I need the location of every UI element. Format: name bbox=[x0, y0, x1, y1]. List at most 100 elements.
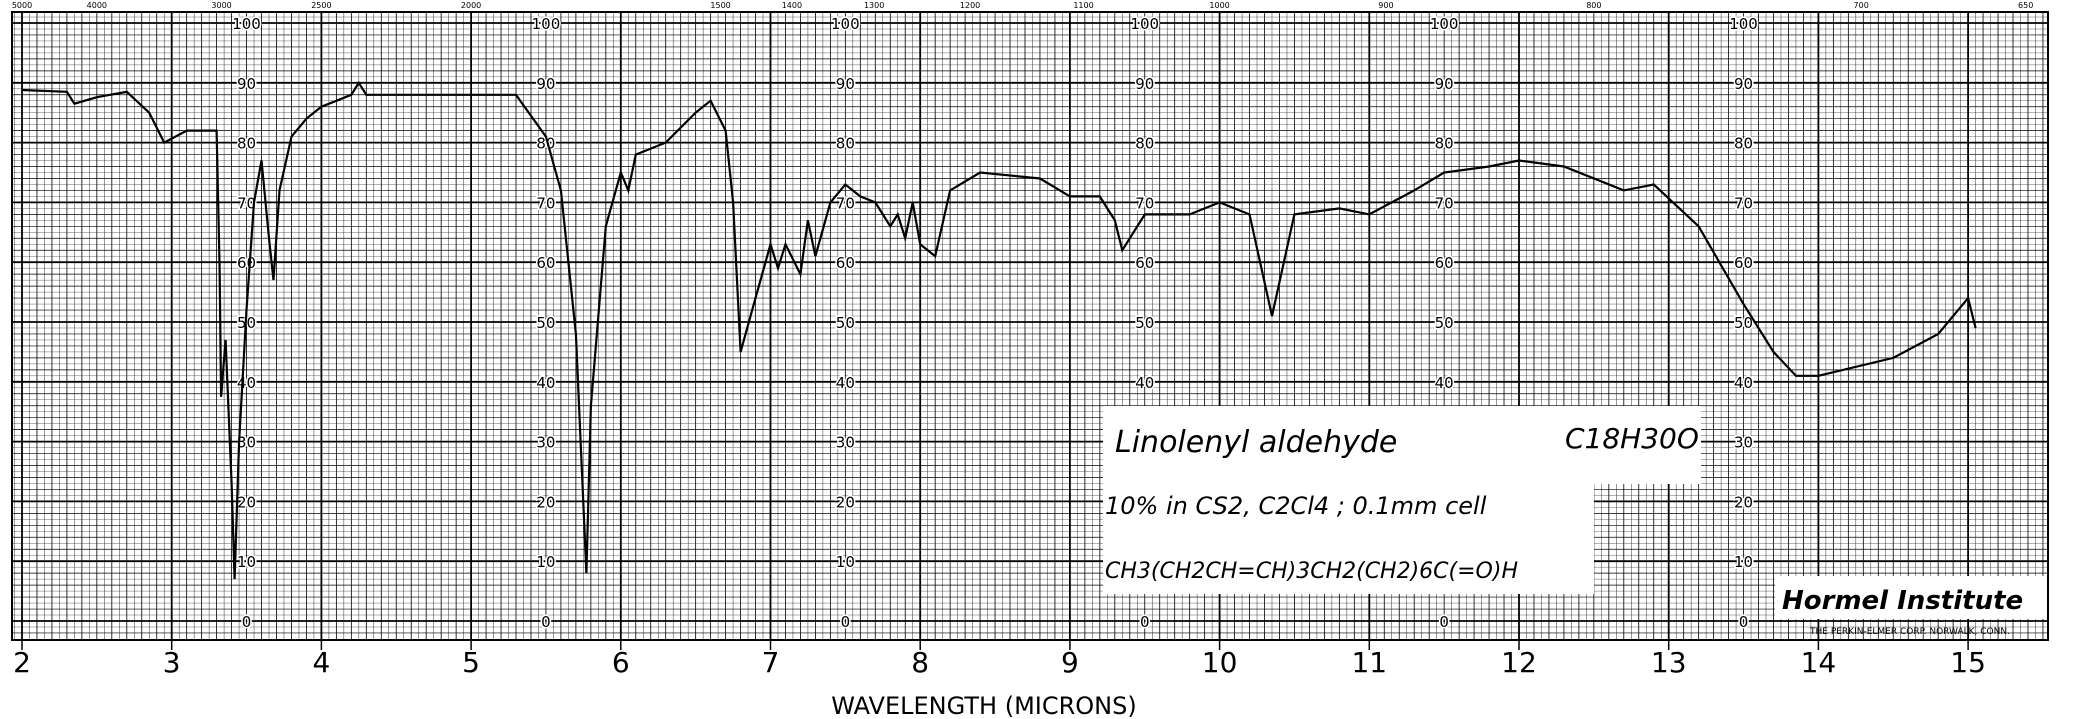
y-tick-label: 20 bbox=[536, 493, 555, 511]
y-tick-label: 100 bbox=[1729, 15, 1758, 33]
y-tick-label: 90 bbox=[1734, 75, 1753, 93]
y-tick-label: 100 bbox=[532, 15, 561, 33]
x-tick-label: 14 bbox=[1801, 646, 1837, 679]
y-tick-label: 20 bbox=[1734, 493, 1753, 511]
y-tick-label: 0 bbox=[242, 613, 252, 631]
x-axis-labels: 2 3 4 5 6 7 8 9 10 11 12 13 14 15 bbox=[13, 640, 1986, 679]
top-tick-label: 650 bbox=[2018, 1, 2033, 10]
y-tick-label: 50 bbox=[536, 314, 555, 332]
x-tick-label: 5 bbox=[462, 646, 480, 679]
y-tick-label: 80 bbox=[836, 135, 855, 153]
y-tick-label: 40 bbox=[536, 374, 555, 392]
top-tick-label: 3000 bbox=[211, 1, 231, 10]
y-tick-label: 60 bbox=[237, 254, 256, 272]
x-axis-title: WAVELENGTH (MICRONS) bbox=[831, 692, 1136, 719]
x-tick-label: 4 bbox=[312, 646, 330, 679]
top-tick-label: 2000 bbox=[461, 1, 481, 10]
x-tick-label: 2 bbox=[13, 646, 31, 679]
top-tick-label: 1400 bbox=[782, 1, 802, 10]
x-tick-label: 9 bbox=[1061, 646, 1079, 679]
top-tick-label: 700 bbox=[1854, 1, 1869, 10]
x-tick-label: 3 bbox=[163, 646, 181, 679]
top-tick-label: 1500 bbox=[710, 1, 730, 10]
y-tick-label: 90 bbox=[836, 75, 855, 93]
y-tick-label: 80 bbox=[237, 135, 256, 153]
paper-maker-credit: THE PERKIN-ELMER CORP. NORWALK, CONN. bbox=[1809, 627, 2010, 637]
x-tick-label: 15 bbox=[1950, 646, 1986, 679]
x-tick-label: 13 bbox=[1651, 646, 1687, 679]
y-tick-label: 0 bbox=[541, 613, 551, 631]
y-tick-label: 40 bbox=[836, 374, 855, 392]
x-tick-label: 7 bbox=[762, 646, 780, 679]
y-tick-label: 30 bbox=[536, 434, 555, 452]
sample-conditions: 10% in CS2, C2Cl4 ; 0.1mm cell bbox=[1105, 492, 1487, 520]
y-tick-label: 100 bbox=[831, 15, 860, 33]
y-tick-label: 40 bbox=[1135, 374, 1154, 392]
y-tick-label: 80 bbox=[1435, 135, 1454, 153]
y-tick-label: 70 bbox=[1435, 194, 1454, 212]
top-tick-label: 800 bbox=[1586, 1, 1601, 10]
y-tick-label: 10 bbox=[536, 553, 555, 571]
y-tick-label: 30 bbox=[1734, 434, 1753, 452]
lab-label-box: Hormel Institute bbox=[1775, 576, 2047, 619]
y-tick-label: 30 bbox=[237, 434, 256, 452]
y-tick-label: 70 bbox=[836, 194, 855, 212]
x-tick-label: 10 bbox=[1202, 646, 1238, 679]
y-tick-label: 20 bbox=[836, 493, 855, 511]
y-tick-label: 90 bbox=[1435, 75, 1454, 93]
y-tick-label: 70 bbox=[536, 194, 555, 212]
y-tick-label: 10 bbox=[237, 553, 256, 571]
y-tick-label: 20 bbox=[237, 493, 256, 511]
top-wavenumber-axis: 5000 4000 3000 2500 2000 1500 1400 1300 1200 1100… bbox=[12, 1, 2033, 10]
y-tick-label: 50 bbox=[1435, 314, 1454, 332]
y-tick-label: 90 bbox=[536, 75, 555, 93]
y-tick-label: 0 bbox=[1439, 613, 1449, 631]
compound-name: Linolenyl aldehyde bbox=[1115, 425, 1397, 460]
grid bbox=[11, 11, 2049, 641]
y-tick-label: 10 bbox=[1734, 553, 1753, 571]
y-tick-label: 70 bbox=[237, 194, 256, 212]
x-tick-label: 8 bbox=[911, 646, 929, 679]
x-tick-label: 11 bbox=[1351, 646, 1387, 679]
y-tick-label: 60 bbox=[1435, 254, 1454, 272]
y-tick-label: 90 bbox=[237, 75, 256, 93]
y-tick-label: 40 bbox=[1435, 374, 1454, 392]
x-tick-label: 6 bbox=[612, 646, 630, 679]
y-tick-label: 60 bbox=[1135, 254, 1154, 272]
y-tick-label: 10 bbox=[836, 553, 855, 571]
top-tick-label: 900 bbox=[1378, 1, 1393, 10]
top-tick-label: 1000 bbox=[1209, 1, 1229, 10]
y-tick-label: 0 bbox=[1140, 613, 1150, 631]
y-tick-label: 100 bbox=[232, 15, 261, 33]
y-tick-label: 40 bbox=[1734, 374, 1753, 392]
y-tick-label: 80 bbox=[1135, 135, 1154, 153]
top-tick-label: 1300 bbox=[864, 1, 884, 10]
y-tick-label: 50 bbox=[1135, 314, 1154, 332]
top-tick-label: 1100 bbox=[1073, 1, 1093, 10]
y-tick-label: 70 bbox=[1135, 194, 1154, 212]
y-tick-label: 100 bbox=[1430, 15, 1459, 33]
lab-name: Hormel Institute bbox=[1782, 586, 2023, 616]
y-tick-label: 80 bbox=[536, 135, 555, 153]
structural-formula: CH3(CH2CH=CH)3CH2(CH2)6C(=O)H bbox=[1105, 559, 1518, 584]
y-tick-label: 60 bbox=[836, 254, 855, 272]
spectrum-line bbox=[21, 80, 1977, 580]
y-tick-label: 70 bbox=[1734, 194, 1753, 212]
molecular-formula: C18H30O bbox=[1565, 422, 1699, 455]
top-tick-label: 1200 bbox=[960, 1, 980, 10]
top-tick-label: 5000 bbox=[12, 1, 32, 10]
y-tick-label: 0 bbox=[1739, 613, 1749, 631]
y-tick-label: 60 bbox=[536, 254, 555, 272]
y-tick-label: 40 bbox=[237, 374, 256, 392]
top-tick-label: 4000 bbox=[87, 1, 107, 10]
y-tick-label: 90 bbox=[1135, 75, 1154, 93]
x-tick-label: 12 bbox=[1501, 646, 1537, 679]
top-tick-label: 2500 bbox=[311, 1, 331, 10]
y-axis-labels: 1009080706050403020100100908070605040302… bbox=[231, 14, 1760, 633]
y-tick-label: 50 bbox=[836, 314, 855, 332]
y-tick-label: 100 bbox=[1130, 15, 1159, 33]
y-tick-label: 30 bbox=[836, 434, 855, 452]
y-tick-label: 80 bbox=[1734, 135, 1753, 153]
y-tick-label: 60 bbox=[1734, 254, 1753, 272]
